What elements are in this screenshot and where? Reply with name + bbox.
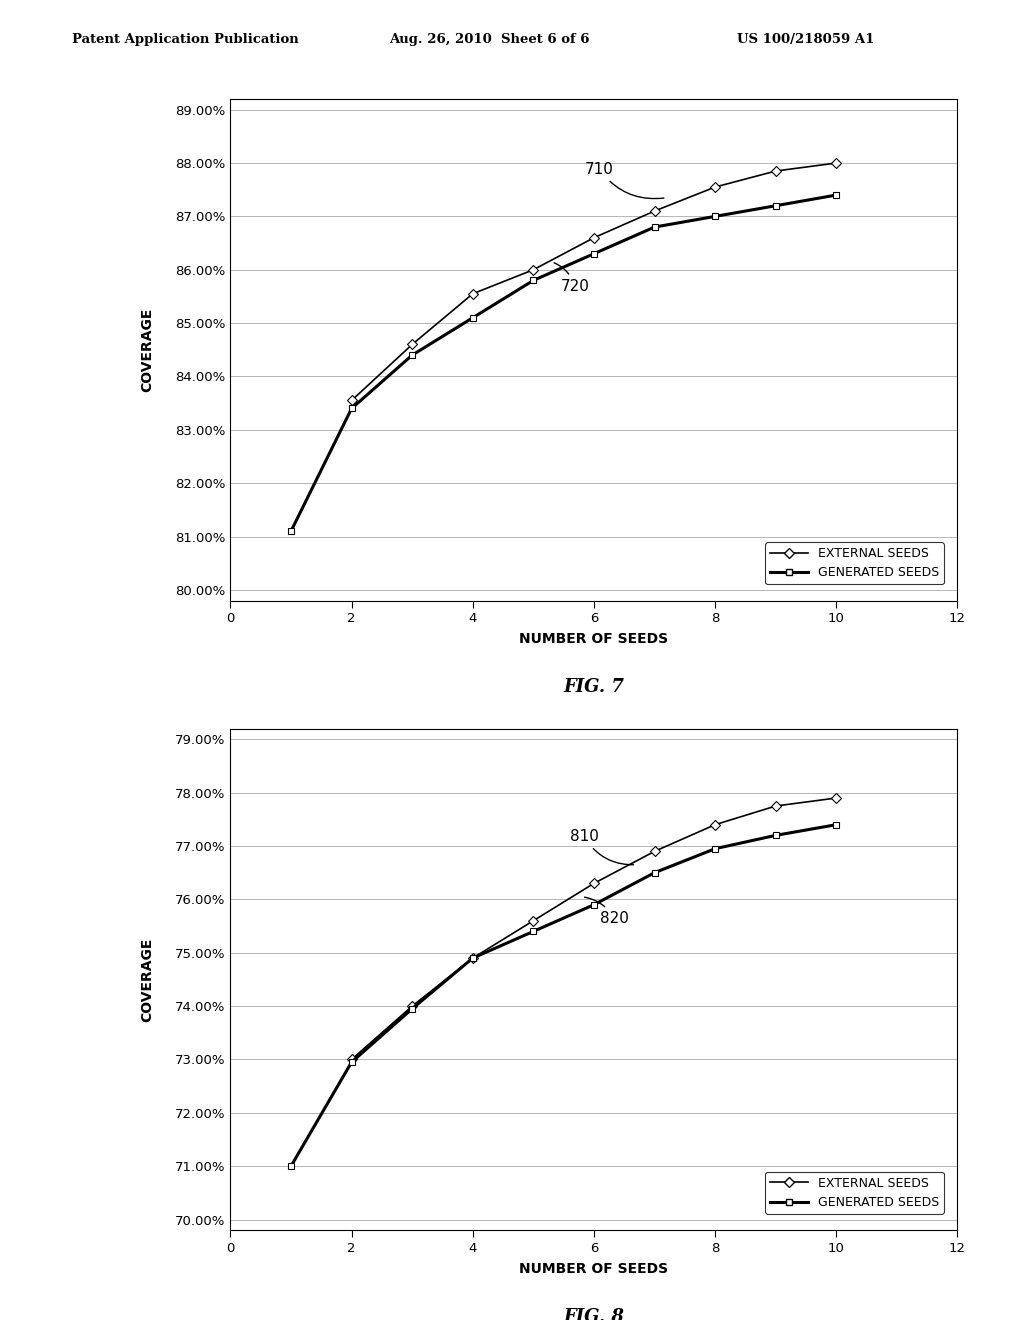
X-axis label: NUMBER OF SEEDS: NUMBER OF SEEDS: [519, 1262, 669, 1276]
Text: Patent Application Publication: Patent Application Publication: [72, 33, 298, 46]
Text: 710: 710: [585, 162, 664, 198]
Text: 720: 720: [554, 263, 590, 294]
Legend: EXTERNAL SEEDS, GENERATED SEEDS: EXTERNAL SEEDS, GENERATED SEEDS: [765, 1172, 944, 1214]
Text: COVERAGE: COVERAGE: [140, 308, 154, 392]
Text: COVERAGE: COVERAGE: [140, 937, 154, 1022]
Text: FIG. 7: FIG. 7: [563, 678, 625, 697]
Text: US 100/218059 A1: US 100/218059 A1: [737, 33, 874, 46]
Legend: EXTERNAL SEEDS, GENERATED SEEDS: EXTERNAL SEEDS, GENERATED SEEDS: [765, 543, 944, 585]
X-axis label: NUMBER OF SEEDS: NUMBER OF SEEDS: [519, 632, 669, 647]
Text: 820: 820: [585, 898, 629, 927]
Text: FIG. 8: FIG. 8: [563, 1308, 625, 1320]
Text: 810: 810: [569, 829, 634, 865]
Text: Aug. 26, 2010  Sheet 6 of 6: Aug. 26, 2010 Sheet 6 of 6: [389, 33, 590, 46]
